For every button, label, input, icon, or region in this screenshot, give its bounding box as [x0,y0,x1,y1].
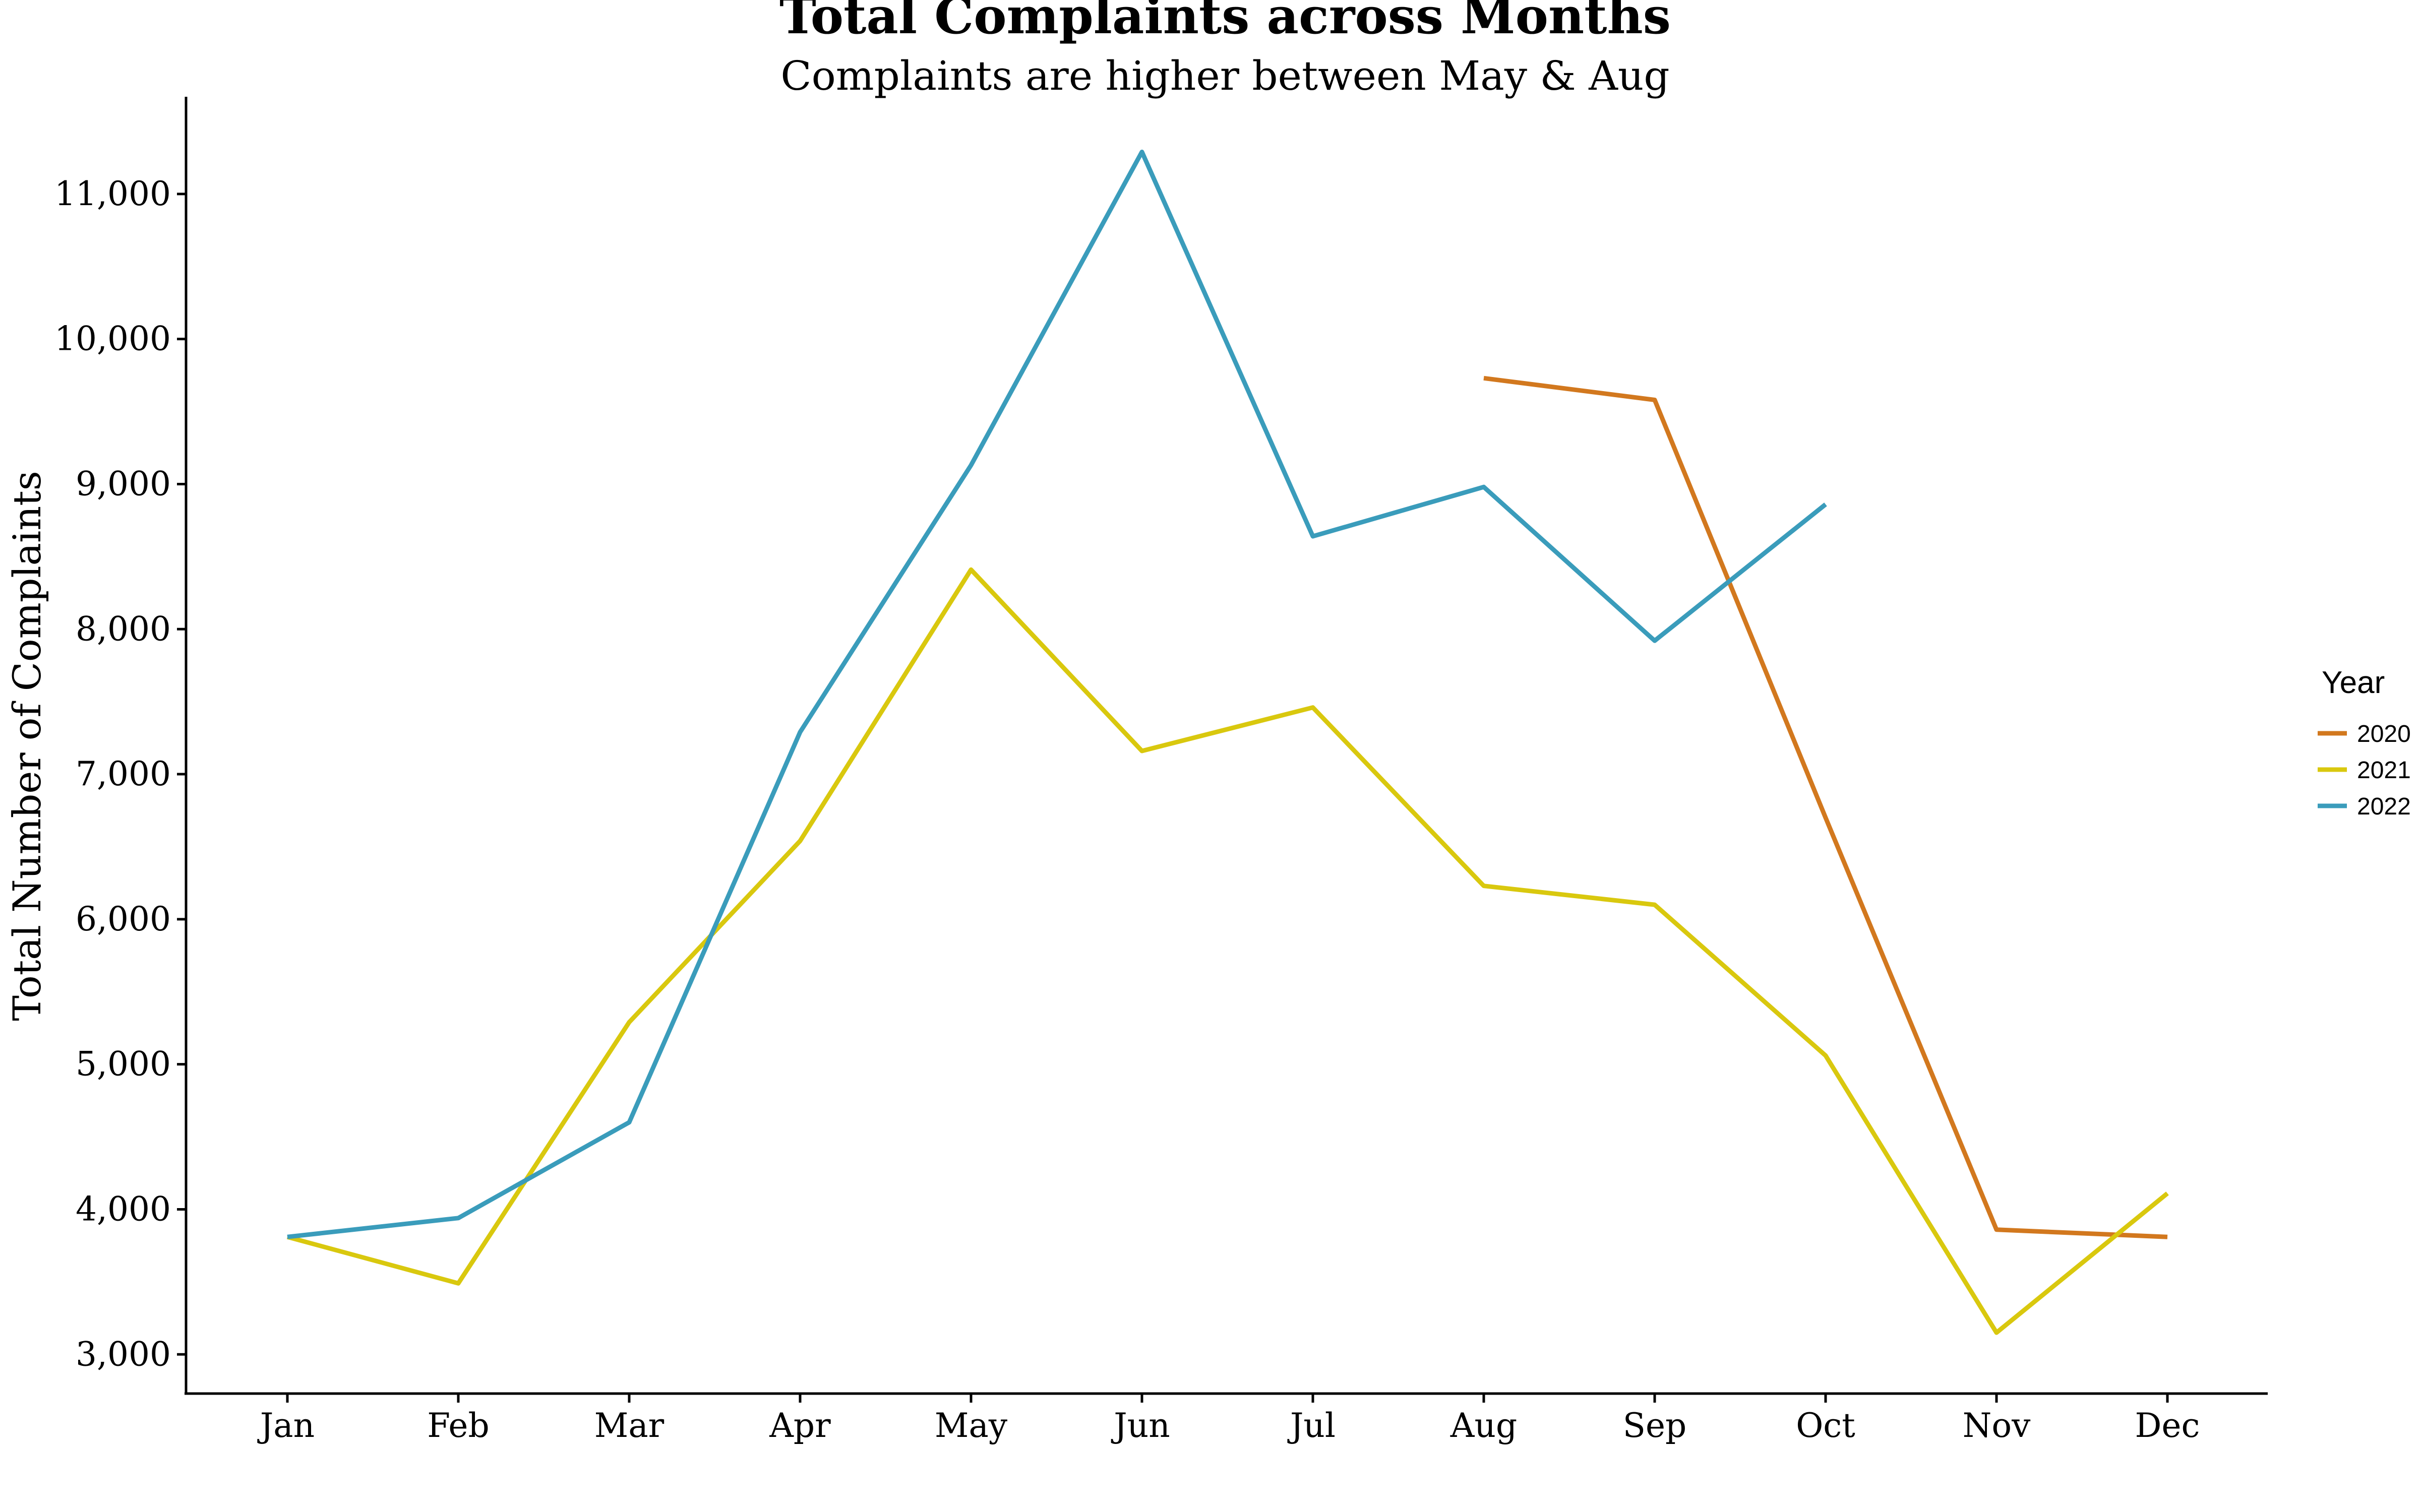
series-line-2022 [287,149,1827,1239]
legend-item-2022: 2022 [2318,793,2411,820]
y-axis-ticks: 3,000 4,000 5,000 6,000 7,000 8,000 9,000 10,00… [54,174,186,1373]
y-axis-label: Total Number of Complaints [5,471,49,1021]
y-tick-label: 6,000 [76,900,171,938]
x-tick-label: Jul [1287,1406,1336,1445]
y-tick-label: 4,000 [76,1189,171,1228]
legend-item-2021: 2021 [2318,757,2411,784]
legend-label: 2020 [2357,721,2411,747]
series-2021 [286,567,2169,1335]
y-tick-label: 8,000 [76,609,171,648]
legend-title: Year [2322,665,2385,700]
x-tick-label: Mar [594,1406,664,1445]
x-axis-ticks: Jan Feb Mar Apr May Jun Jul Aug Sep Oct Nov Dec [257,1394,2200,1445]
y-tick-label: 11,000 [54,174,171,213]
x-tick-label: Jun [1111,1406,1170,1445]
x-tick-label: Feb [427,1406,490,1445]
y-tick-label: 7,000 [76,754,171,793]
legend: Year 2020 2021 2022 [2318,665,2411,820]
y-tick-label: 10,000 [54,320,171,358]
y-tick-label: 5,000 [76,1045,171,1084]
series-2020 [1483,375,2168,1239]
x-tick-label: Aug [1450,1406,1517,1445]
x-tick-label: May [935,1406,1008,1445]
chart-title: Total Complaints across Months [779,0,1671,45]
legend-item-2020: 2020 [2318,721,2411,747]
legend-items: 2020 2021 2022 [2318,721,2411,820]
series-lines [286,149,2169,1335]
x-tick-label: Oct [1796,1406,1855,1445]
axes [185,97,2268,1395]
legend-label: 2021 [2357,757,2411,784]
series-line-2021 [286,567,2169,1335]
series-line-2020 [1483,375,2168,1239]
x-tick-label: Jan [257,1406,315,1445]
legend-label: 2022 [2357,793,2411,820]
x-tick-label: Apr [769,1406,831,1445]
x-tick-label: Sep [1623,1406,1687,1445]
x-tick-label: Nov [1963,1406,2031,1445]
chart-subtitle: Complaints are higher between May & Aug [780,52,1669,99]
series-2022 [287,149,1827,1239]
y-tick-label: 3,000 [76,1335,171,1373]
y-tick-label: 9,000 [76,464,171,503]
x-tick-label: Dec [2135,1406,2200,1445]
